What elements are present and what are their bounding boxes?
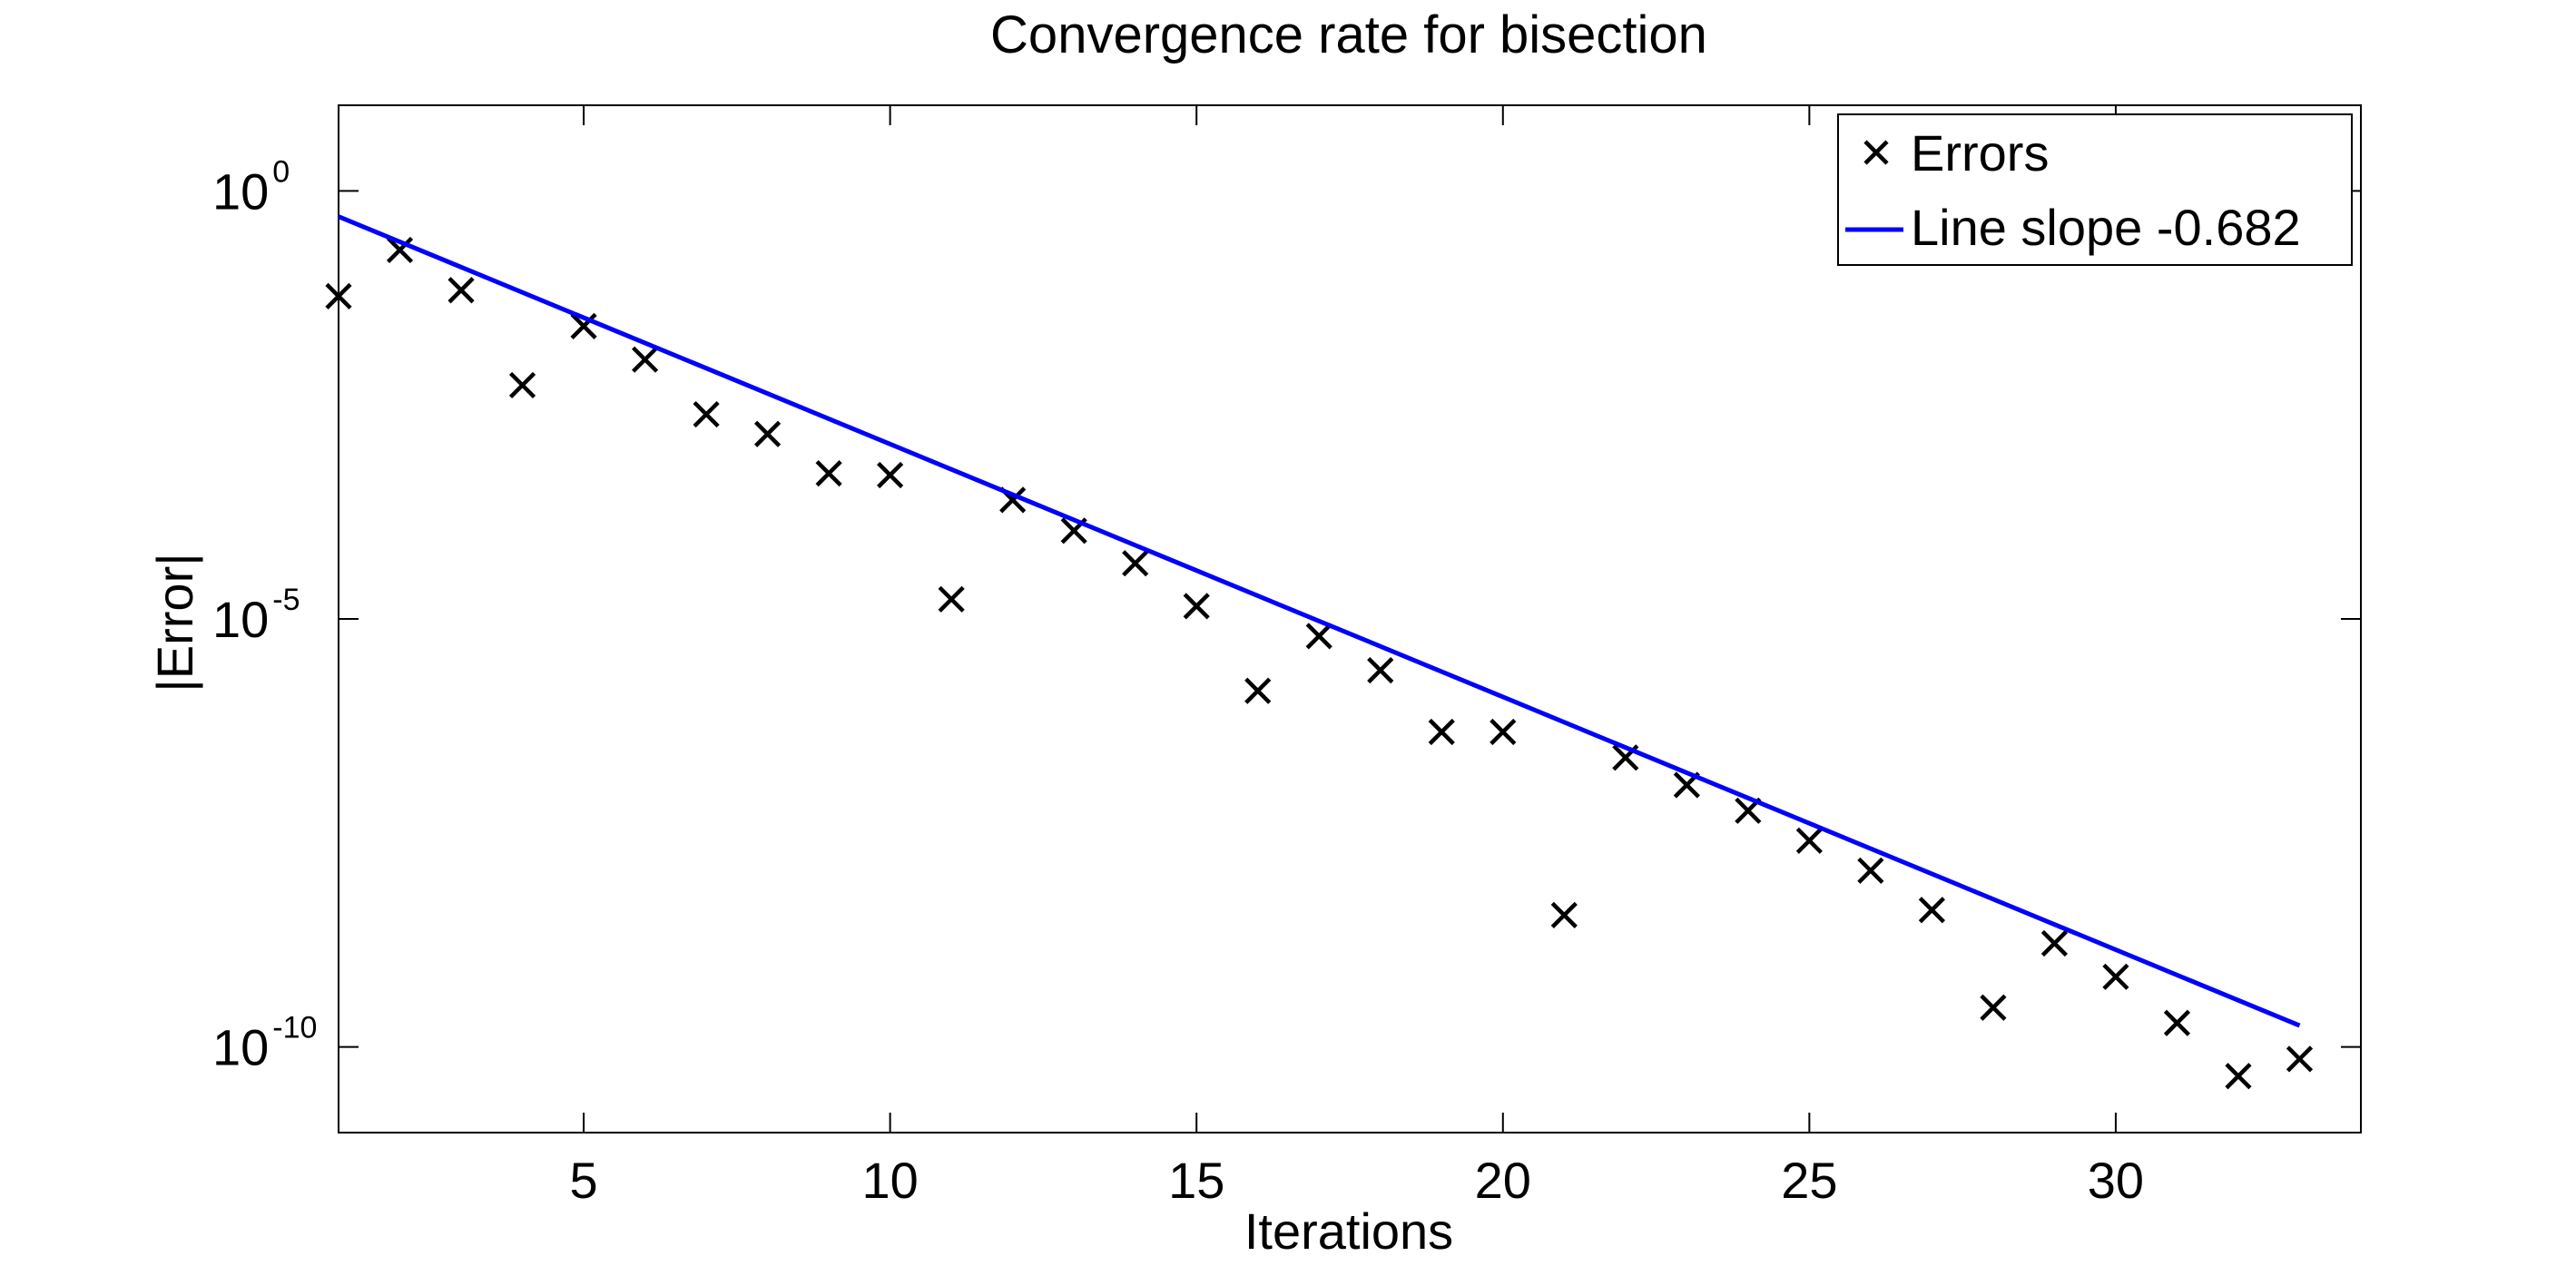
error-point bbox=[877, 461, 904, 489]
legend-label: Line slope -0.682 bbox=[1911, 199, 2301, 256]
error-point bbox=[2040, 929, 2069, 957]
x-axis-label: Iterations bbox=[1244, 1202, 1453, 1260]
y-tick-label-base: 10 bbox=[212, 591, 269, 648]
error-point bbox=[508, 371, 536, 399]
error-point bbox=[1305, 623, 1332, 650]
chart-title: Convergence rate for bisection bbox=[990, 5, 1707, 64]
error-point bbox=[1795, 827, 1823, 854]
legend-marker-swatch bbox=[1863, 140, 1889, 165]
fit-line bbox=[338, 214, 2301, 1028]
error-point bbox=[1980, 994, 2007, 1021]
error-point bbox=[1122, 550, 1149, 577]
y-tick-label-exponent: -10 bbox=[272, 1011, 317, 1045]
error-point bbox=[570, 312, 597, 339]
y-tick-label: 10 -5 bbox=[212, 583, 300, 648]
error-point bbox=[325, 282, 352, 309]
error-point bbox=[2163, 1009, 2191, 1036]
error-point bbox=[754, 420, 782, 447]
error-point bbox=[386, 236, 414, 264]
error-point bbox=[815, 460, 842, 487]
error-point bbox=[631, 346, 659, 373]
error-point bbox=[2225, 1063, 2252, 1090]
y-tick-label-base: 10 bbox=[212, 162, 269, 220]
error-point bbox=[1490, 718, 1517, 746]
error-point bbox=[1367, 657, 1394, 684]
x-tick-label: 15 bbox=[1168, 1152, 1224, 1209]
y-tick-label-base: 10 bbox=[212, 1019, 269, 1076]
y-axis-label: |Error| bbox=[146, 553, 203, 692]
error-point bbox=[1857, 857, 1884, 884]
error-point bbox=[1918, 897, 1945, 924]
error-point bbox=[693, 400, 720, 428]
error-point bbox=[1244, 677, 1272, 704]
x-tick-label: 25 bbox=[1781, 1152, 1837, 1209]
y-tick-label-exponent: 0 bbox=[272, 154, 290, 189]
legend-label: Errors bbox=[1911, 124, 2049, 182]
y-tick-label: 10 -10 bbox=[212, 1011, 317, 1076]
legend: Errors Line slope -0.682 bbox=[1837, 113, 2353, 266]
x-tick-label: 30 bbox=[2088, 1152, 2144, 1209]
error-point bbox=[2286, 1045, 2314, 1073]
legend-box bbox=[1837, 113, 2353, 266]
y-tick-label-exponent: -5 bbox=[272, 583, 300, 617]
error-point bbox=[2102, 963, 2129, 990]
error-point bbox=[1550, 901, 1578, 928]
error-point bbox=[1183, 593, 1210, 620]
x-tick-label: 20 bbox=[1475, 1152, 1531, 1209]
error-point bbox=[938, 585, 965, 613]
x-tick-label: 5 bbox=[569, 1152, 597, 1209]
legend-item: Errors bbox=[1863, 124, 2049, 182]
error-point bbox=[447, 277, 475, 304]
legend-item: Line slope -0.682 bbox=[1845, 199, 2301, 256]
y-tick-label: 10 0 bbox=[212, 154, 290, 220]
error-point bbox=[1428, 718, 1455, 746]
x-tick-label: 10 bbox=[861, 1152, 918, 1209]
